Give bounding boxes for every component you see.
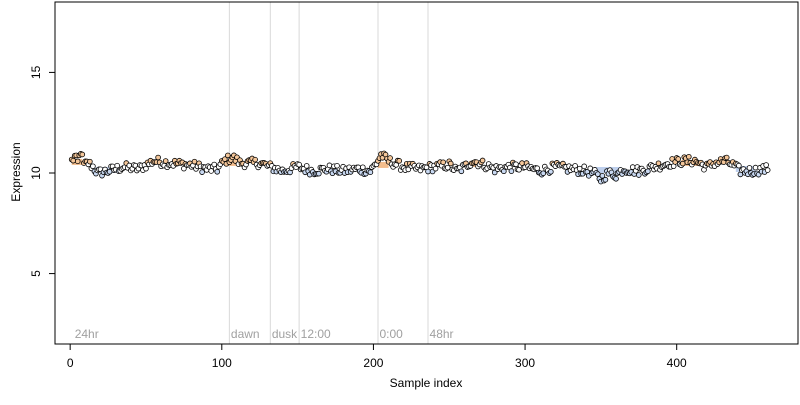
data-point (143, 165, 149, 172)
data-point (458, 168, 465, 175)
data-point (746, 165, 753, 171)
data-point (595, 171, 601, 177)
data-points-layer (68, 150, 771, 185)
data-point (655, 160, 662, 167)
data-point (432, 165, 439, 172)
data-point (613, 175, 619, 182)
data-point (387, 155, 393, 161)
data-point (225, 152, 231, 159)
data-point (87, 158, 93, 165)
data-point (723, 154, 730, 161)
phase-annotation: 12:00 (301, 327, 331, 341)
y-tick-label: 5 (29, 270, 43, 277)
data-point (367, 169, 374, 176)
phase-annotation: 24hr (75, 327, 99, 341)
annotations-layer: 24hr dawn dusk 12:00 0:00 48hr (75, 327, 454, 341)
x-tick-label: 300 (515, 356, 535, 370)
data-point (74, 158, 81, 165)
data-point (736, 162, 742, 169)
data-point (763, 162, 769, 168)
data-point (199, 169, 205, 175)
data-point (540, 170, 547, 177)
data-point (675, 156, 682, 162)
x-axis: 0 100 200 300 400 (67, 343, 687, 370)
data-point (70, 157, 76, 164)
data-point (360, 164, 366, 171)
x-tick-label: 200 (363, 356, 383, 370)
data-point (114, 162, 120, 169)
y-axis: 5 10 15 (29, 65, 56, 277)
data-point (513, 161, 519, 168)
data-point (316, 170, 322, 177)
y-tick-label: 10 (29, 166, 43, 180)
data-point (405, 166, 412, 173)
phase-annotation: dusk (272, 327, 298, 341)
data-point (548, 168, 554, 175)
y-axis-title: Expression (9, 142, 23, 201)
data-point (162, 158, 169, 164)
data-point (491, 169, 498, 176)
data-point (686, 153, 692, 160)
data-point (90, 163, 96, 170)
x-tick-label: 400 (667, 356, 687, 370)
x-tick-label: 100 (212, 356, 232, 370)
data-point (208, 168, 214, 174)
data-point (79, 151, 86, 158)
phase-annotation: 48hr (430, 327, 454, 341)
data-point (508, 168, 515, 174)
data-point (576, 165, 583, 172)
data-point (645, 168, 651, 175)
data-point (155, 154, 161, 161)
y-tick-label: 15 (29, 65, 43, 79)
data-point (214, 168, 221, 175)
phase-annotation: 0:00 (379, 327, 403, 341)
data-point (191, 158, 198, 165)
data-point (679, 160, 686, 167)
phase-annotation: dawn (231, 327, 260, 341)
data-point (106, 168, 113, 175)
data-point (581, 163, 587, 170)
data-point (764, 167, 771, 173)
data-point (599, 172, 606, 179)
data-point (303, 163, 310, 169)
x-tick-label: 0 (67, 356, 74, 370)
x-axis-title: Sample index (390, 376, 463, 390)
data-point (602, 176, 609, 183)
data-point (211, 161, 218, 168)
data-point (396, 158, 403, 164)
data-point (425, 168, 431, 175)
data-point (447, 160, 454, 167)
data-point (444, 164, 451, 171)
data-point (752, 164, 759, 171)
data-point (252, 156, 258, 163)
data-point (334, 163, 340, 169)
data-point (326, 162, 333, 169)
data-point (479, 157, 486, 164)
data-point (635, 172, 642, 178)
data-point (440, 159, 446, 166)
